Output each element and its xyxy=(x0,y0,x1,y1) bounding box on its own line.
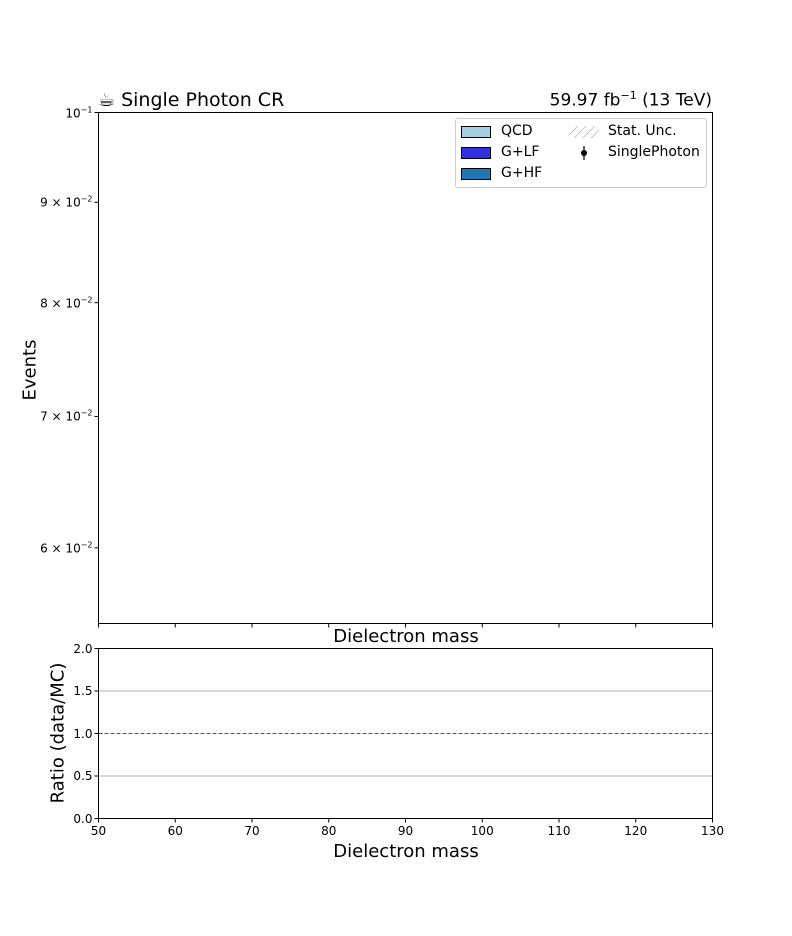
main-ytick-label: 9 × 10−2 xyxy=(40,194,93,210)
ratio-ytick-label: 0.5 xyxy=(73,769,93,783)
legend-swatch-ghf xyxy=(461,168,491,180)
energy-label: (13 TeV) xyxy=(636,90,712,111)
main-ytick-label: 6 × 10−2 xyxy=(40,540,93,556)
ratio-ytick-group xyxy=(94,648,99,819)
ratio-xtick-label: 100 xyxy=(470,823,494,838)
ratio-panel xyxy=(94,648,713,823)
legend-swatch-stat-unc xyxy=(569,126,599,138)
ratio-xtick-group xyxy=(98,818,713,823)
ratio-xlabel: Dielectron mass xyxy=(333,841,479,862)
legend-label-qcd: QCD xyxy=(501,123,533,139)
legend-label-glf: G+LF xyxy=(501,144,540,160)
ratio-xtick-label: 70 xyxy=(244,823,260,838)
ratio-xtick-label: 80 xyxy=(321,823,337,838)
legend-swatch-qcd xyxy=(461,126,491,138)
legend-label-ghf: G+HF xyxy=(501,165,543,181)
main-ytick-group xyxy=(94,112,99,549)
ratio-xtick-label: 50 xyxy=(90,823,107,838)
ratio-ytick-label: 1.0 xyxy=(73,726,93,741)
legend-label-singlephoton: SinglePhoton xyxy=(608,144,700,160)
ratio-xtick-label: 90 xyxy=(397,823,414,838)
ratio-xtick-label: 120 xyxy=(624,823,648,838)
ratio-ytick-label: 1.5 xyxy=(73,684,93,698)
main-xlabel: Dielectron mass xyxy=(333,626,479,647)
ratio-xtick-label: 110 xyxy=(547,823,571,838)
legend-swatch-glf xyxy=(461,147,491,159)
luminosity-value: 59.97 fb xyxy=(549,90,621,111)
ratio-ytick-label: 0.0 xyxy=(73,811,93,826)
ratio-ytick-label: 2.0 xyxy=(73,641,93,656)
ratio-grid xyxy=(98,690,713,777)
legend: QCD G+LF G+HF Stat. Unc. SinglePhoton xyxy=(455,118,707,188)
main-ytick-label: 8 × 10−2 xyxy=(40,295,93,311)
main-frame xyxy=(98,112,713,624)
main-xtick-group xyxy=(98,623,713,628)
ratio-xtick-label: 130 xyxy=(701,823,724,838)
chart-title-left: ☕ Single Photon CR xyxy=(98,89,285,111)
luminosity-exponent: −1 xyxy=(620,89,637,102)
luminosity-label: 59.97 fb−1 (13 TeV) xyxy=(550,89,712,111)
main-ytick-label: 7 × 10−2 xyxy=(40,408,93,424)
main-ytick-label: 10−1 xyxy=(65,105,93,120)
ratio-xtick-label: 60 xyxy=(167,823,183,838)
legend-label-stat-unc: Stat. Unc. xyxy=(608,123,677,139)
legend-marker-singlephoton xyxy=(581,146,587,160)
main-panel xyxy=(94,112,713,628)
